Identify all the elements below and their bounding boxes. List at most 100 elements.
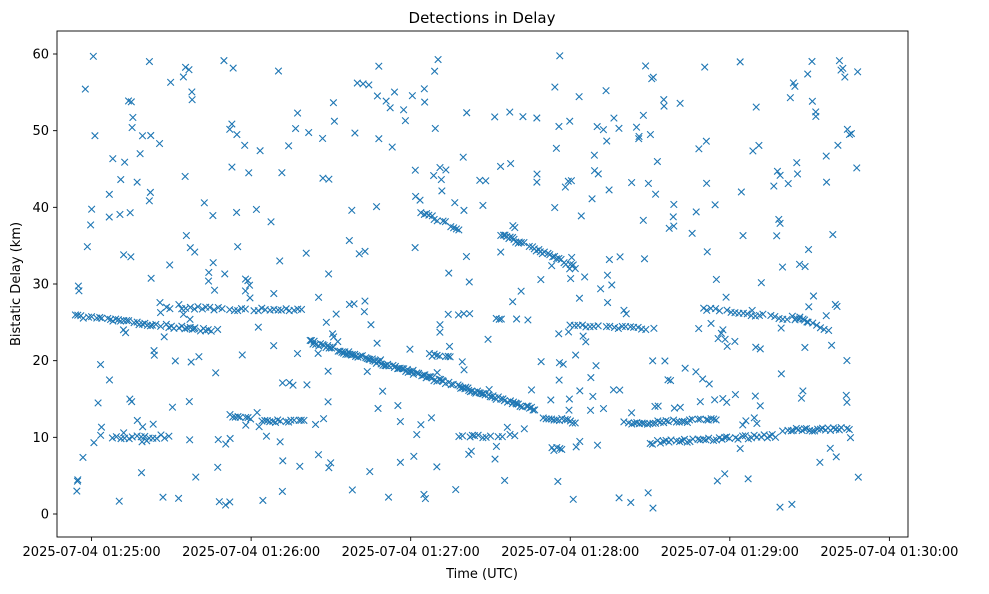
data-point [300, 416, 308, 425]
data-point [445, 269, 453, 277]
data-point [792, 424, 801, 433]
data-point [635, 135, 643, 143]
data-point [401, 116, 410, 125]
data-point [229, 64, 237, 72]
data-point [96, 431, 105, 439]
data-point [159, 493, 167, 501]
data-point [757, 278, 766, 287]
data-point [678, 436, 686, 445]
data-point [165, 432, 173, 440]
data-point [649, 504, 657, 512]
data-point [627, 178, 636, 187]
data-point [644, 489, 652, 497]
data-point [325, 464, 333, 472]
data-point [568, 419, 577, 427]
data-point [459, 153, 467, 161]
data-point [221, 501, 230, 509]
data-point [324, 367, 332, 375]
data-point [702, 179, 711, 188]
data-point [843, 398, 851, 406]
data-point [787, 427, 795, 435]
data-point [565, 406, 573, 414]
data-point [639, 111, 648, 119]
data-point [555, 359, 564, 367]
data-point [433, 368, 441, 377]
data-point [213, 325, 222, 334]
data-point [665, 224, 673, 232]
data-point [688, 415, 696, 423]
data-point [324, 270, 333, 278]
y-tick-label: 60 [32, 48, 49, 63]
x-axis-label: Time (UTC) [445, 567, 518, 582]
data-point [537, 275, 545, 284]
data-point [826, 444, 834, 452]
data-point [179, 73, 188, 81]
data-point [98, 314, 106, 322]
data-point [590, 166, 599, 175]
data-point [108, 434, 117, 442]
data-point [846, 433, 855, 442]
data-point [360, 307, 369, 316]
data-point [190, 305, 199, 313]
data-point [160, 434, 169, 442]
data-point [627, 498, 635, 507]
data-point [739, 231, 747, 240]
data-point [566, 117, 574, 125]
data-point [124, 97, 133, 105]
data-point [388, 143, 396, 151]
data-point [752, 343, 760, 351]
data-point [226, 125, 234, 134]
data-point [737, 188, 746, 196]
data-point [185, 436, 194, 444]
data-point [233, 130, 241, 139]
data-point [594, 322, 602, 330]
plot-frame [56, 30, 909, 538]
data-point [803, 70, 812, 78]
data-point [366, 467, 374, 476]
data-point [776, 171, 784, 180]
data-point [126, 395, 134, 403]
data-point [484, 335, 492, 344]
data-point [492, 442, 501, 451]
data-point [375, 62, 383, 70]
data-point [327, 344, 336, 352]
data-point [599, 125, 608, 134]
data-point [664, 417, 672, 426]
data-point [719, 394, 727, 403]
data-point [506, 159, 515, 168]
data-point [119, 429, 128, 437]
data-point [736, 444, 744, 453]
data-point [382, 97, 390, 105]
data-point [605, 255, 614, 264]
data-point [152, 320, 160, 329]
data-point [498, 433, 507, 441]
data-point [314, 293, 323, 301]
data-point [417, 209, 425, 217]
x-tick-label: 2025-07-04 01:26:00 [182, 545, 320, 560]
data-point [800, 316, 809, 324]
data-point [125, 316, 133, 325]
data-point [255, 423, 263, 431]
data-point [226, 498, 234, 506]
data-point [731, 390, 740, 399]
data-point [620, 418, 628, 426]
data-point [468, 387, 476, 395]
data-point [596, 285, 605, 293]
data-point [575, 294, 584, 302]
data-point [639, 216, 647, 225]
data-point [605, 186, 613, 194]
data-point [556, 52, 564, 60]
data-point [753, 419, 761, 428]
data-point [374, 404, 382, 413]
data-point [297, 416, 305, 424]
data-point [228, 163, 236, 171]
data-point [278, 169, 286, 177]
data-point [834, 141, 842, 149]
data-point [434, 55, 442, 64]
y-tick-label: 40 [32, 201, 49, 216]
data-point [542, 415, 550, 423]
data-point [642, 325, 650, 334]
data-point [795, 260, 804, 269]
data-point [150, 346, 158, 355]
